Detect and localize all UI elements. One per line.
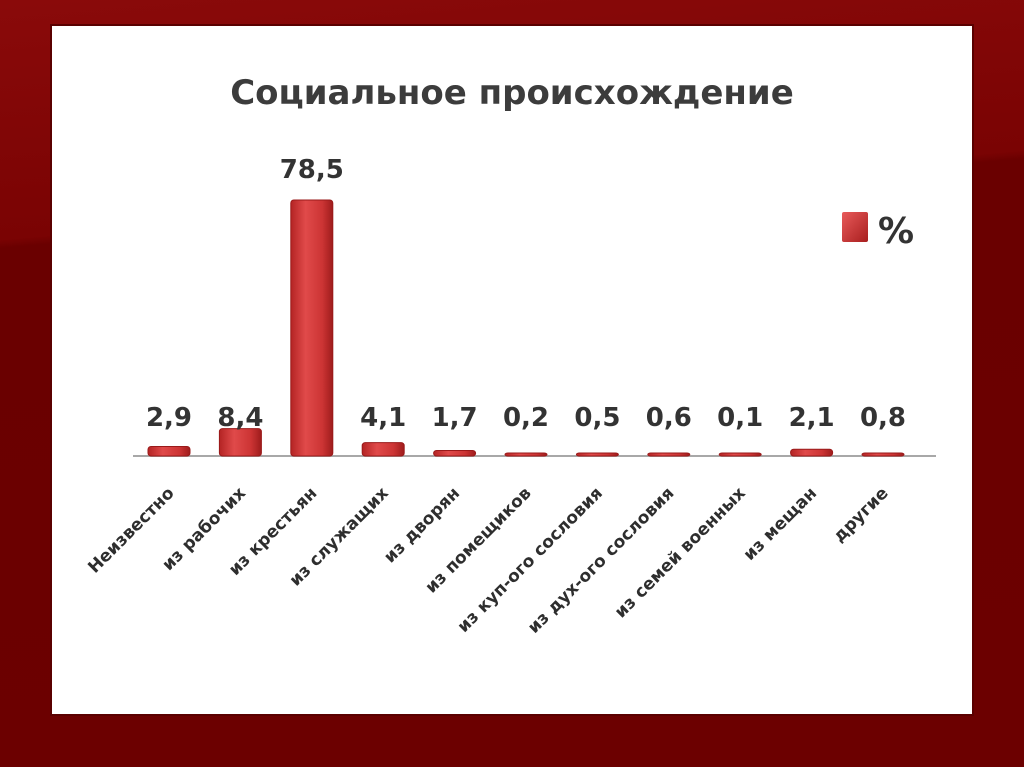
bar (504, 452, 548, 457)
legend: % (842, 211, 914, 252)
bar (290, 199, 334, 457)
bar (718, 452, 762, 457)
value-label: 0,6 (646, 403, 692, 433)
value-label: 0,2 (503, 403, 549, 433)
bar (647, 452, 691, 457)
legend-label: % (878, 211, 914, 252)
bar (361, 442, 405, 457)
value-label: 78,5 (280, 155, 344, 185)
category-label: из семей военных (611, 483, 750, 622)
value-label: 8,4 (217, 403, 263, 433)
value-label: 2,9 (146, 403, 192, 433)
category-label: из мещан (740, 483, 821, 564)
category-label: другие (829, 483, 892, 546)
bar (861, 452, 905, 457)
value-label: 0,5 (574, 403, 620, 433)
value-label: 2,1 (789, 403, 835, 433)
chart-title: Социальное происхождение (230, 73, 794, 113)
bar (147, 446, 191, 457)
value-label: 0,1 (717, 403, 763, 433)
legend-swatch (842, 212, 868, 242)
bar (218, 428, 262, 457)
value-label: 0,8 (860, 403, 906, 433)
chart-frame (52, 26, 972, 714)
bar (790, 448, 834, 457)
bar (433, 450, 477, 457)
category-label: из куп-ого сословия (454, 483, 607, 636)
category-label: из дух-ого сословия (524, 483, 678, 637)
bar (575, 452, 619, 457)
value-label: 4,1 (360, 403, 406, 433)
value-label: 1,7 (432, 403, 478, 433)
